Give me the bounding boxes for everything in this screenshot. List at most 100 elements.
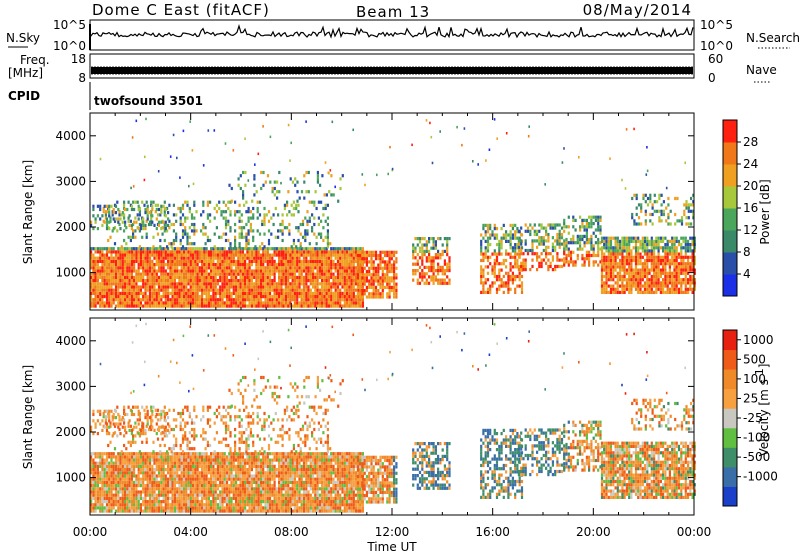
power-cell [266, 272, 269, 276]
power-cell [630, 284, 633, 288]
power-cell [185, 285, 188, 289]
power-cell [631, 212, 634, 217]
power-cell [92, 288, 95, 292]
power-cell [250, 282, 253, 286]
power-cell [178, 263, 181, 267]
power-cell [227, 200, 230, 204]
power-cell [309, 263, 312, 267]
power-cell [327, 259, 330, 263]
power-cell [305, 285, 308, 289]
power-cell [625, 268, 628, 272]
power-cell [138, 229, 141, 233]
power-cell [684, 281, 687, 285]
power-cell [680, 265, 683, 269]
power-cell [345, 295, 349, 299]
power-cell [554, 226, 557, 230]
power-cell [273, 282, 276, 286]
power-cell [280, 279, 283, 283]
power-cell [278, 272, 281, 276]
power-cell [128, 223, 131, 227]
power-cell [345, 282, 349, 286]
power-cell [260, 186, 263, 191]
power-cell [632, 274, 635, 279]
power-cell [621, 246, 624, 250]
power-cell [139, 285, 142, 289]
power-cell [614, 249, 617, 253]
power-cell [619, 268, 622, 272]
power-cell [437, 249, 440, 253]
power-cell [131, 136, 134, 139]
power-cell [348, 272, 351, 276]
power-cell [128, 259, 131, 263]
power-cell [665, 219, 668, 223]
power-cell [163, 200, 166, 204]
velocity-cell [114, 480, 118, 484]
power-cell [160, 288, 163, 292]
power-cell [675, 271, 678, 275]
power-cell [588, 263, 591, 267]
power-cell [662, 209, 665, 213]
power-cell [262, 295, 265, 299]
power-cell [495, 274, 499, 279]
power-cell [229, 210, 232, 214]
power-cell [205, 298, 208, 302]
velocity-cell [99, 458, 102, 462]
power-cell [153, 266, 156, 270]
velocity-cell [94, 493, 97, 497]
power-cell [159, 245, 162, 249]
power-cell [643, 239, 647, 243]
power-cell [363, 250, 366, 254]
power-cell [439, 256, 442, 260]
power-cell [167, 285, 170, 289]
power-cell [412, 278, 415, 282]
power-cell [110, 247, 113, 251]
power-cell [495, 227, 499, 231]
power-cell [414, 262, 417, 266]
power-cell [646, 281, 649, 285]
power-cell [336, 279, 340, 283]
power-cell [630, 239, 633, 243]
power-cell [133, 288, 136, 292]
power-cell [605, 239, 608, 243]
power-cell [330, 253, 333, 257]
power-cell [266, 174, 270, 178]
power-cell [225, 295, 229, 299]
power-cell [92, 275, 95, 279]
power-cell [689, 287, 692, 291]
power-cell [282, 275, 285, 279]
power-cell [612, 284, 615, 288]
power-cell [659, 246, 662, 250]
power-cell [639, 255, 642, 259]
power-cell [268, 301, 272, 305]
power-cell [130, 207, 133, 212]
power-cell [316, 250, 319, 254]
power-cell [142, 217, 145, 221]
power-cell [187, 256, 190, 260]
power-cell [640, 222, 643, 226]
power-cell [201, 269, 204, 273]
power-cell [182, 288, 186, 292]
power-cell [533, 223, 536, 227]
power-cell [126, 304, 129, 308]
power-cell [484, 223, 487, 227]
power-cell [502, 274, 505, 279]
power-cell [657, 252, 660, 256]
power-cell [148, 301, 152, 305]
power-cell [171, 250, 174, 254]
power-cell [370, 257, 373, 261]
power-cell [309, 256, 312, 260]
power-cell [316, 279, 319, 283]
power-cell [239, 263, 242, 267]
power-cell [619, 243, 622, 247]
power-cell [282, 279, 285, 283]
power-cell [189, 247, 192, 251]
velocity-cell [99, 490, 102, 494]
power-cell [355, 272, 358, 276]
power-cell [173, 298, 176, 302]
power-cell [518, 274, 521, 279]
power-cell [283, 226, 286, 230]
velocity-cell [105, 480, 109, 484]
power-cell [393, 295, 396, 299]
velocity-cell [108, 474, 111, 478]
power-cell [332, 250, 335, 254]
